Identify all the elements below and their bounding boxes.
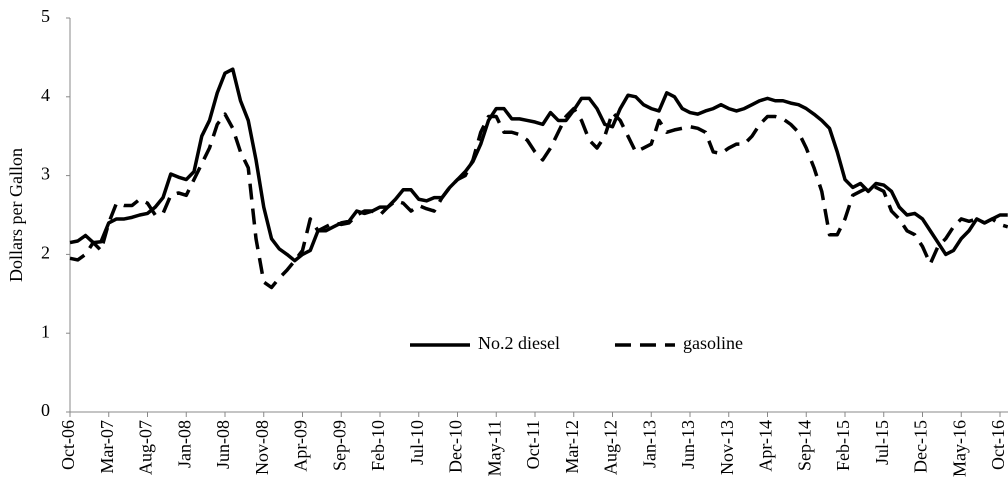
x-tick-label: Mar-12 <box>562 420 582 474</box>
x-tick-label: Dec-10 <box>446 420 466 473</box>
y-tick-label: 0 <box>41 400 50 420</box>
x-tick-label: Aug-12 <box>601 420 621 475</box>
x-tick-label: Jun-08 <box>213 420 233 469</box>
x-tick-label: Mar-07 <box>97 420 117 474</box>
x-tick-label: May-11 <box>484 420 504 476</box>
x-tick-label: Jan-13 <box>639 420 659 468</box>
x-tick-label: Oct-11 <box>523 420 543 469</box>
series-line <box>69 67 1008 263</box>
x-tick-label: Feb-10 <box>368 420 388 471</box>
x-tick-label: Oct-06 <box>58 420 78 470</box>
x-tick-label: Apr-14 <box>756 420 776 472</box>
y-tick-label: 4 <box>41 85 50 105</box>
x-tick-label: Jul-10 <box>407 420 427 465</box>
x-tick-label: Dec-15 <box>911 420 931 473</box>
x-tick-label: May-16 <box>949 420 969 477</box>
y-tick-label: 5 <box>41 6 50 26</box>
x-tick-label: Jul-15 <box>872 420 892 465</box>
x-tick-label: Nov-08 <box>252 420 272 475</box>
legend-label: No.2 diesel <box>478 333 560 353</box>
y-tick-label: 2 <box>41 243 50 263</box>
x-tick-label: Oct-16 <box>988 420 1008 470</box>
x-tick-label: Sep-14 <box>794 420 814 471</box>
x-tick-label: Feb-15 <box>833 420 853 471</box>
x-tick-label: Nov-13 <box>717 420 737 475</box>
x-tick-label: Aug-07 <box>136 420 156 475</box>
legend-label: gasoline <box>683 333 743 353</box>
x-tick-label: Jan-08 <box>174 420 194 468</box>
x-tick-label: Jun-13 <box>678 420 698 469</box>
y-tick-label: 1 <box>41 321 50 341</box>
x-tick-label: Apr-09 <box>291 420 311 472</box>
y-axis-title: Dollars per Gallon <box>6 148 26 282</box>
y-tick-label: 3 <box>41 164 50 184</box>
x-tick-label: Sep-09 <box>329 420 349 471</box>
series-line <box>69 106 1008 290</box>
